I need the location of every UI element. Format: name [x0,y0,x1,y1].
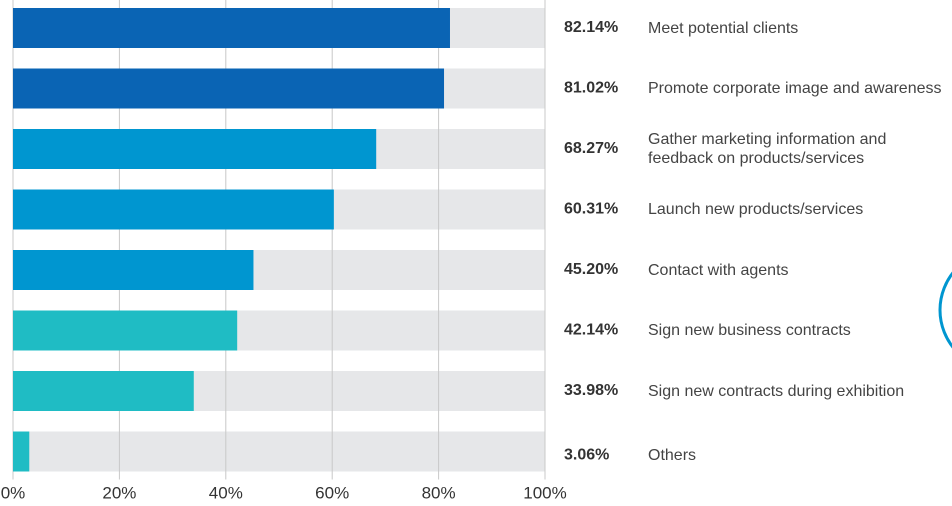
bar [13,129,377,169]
bar-track [13,431,545,472]
value-label: 45.20% [564,261,618,278]
category-label-box: Sign new business contracts [648,322,851,339]
category-label-box: Gather marketing information and feedbac… [648,131,887,167]
bar [13,310,238,351]
value-label: 81.02% [564,80,618,97]
bar [13,68,445,109]
bar [13,189,334,230]
category-label: Meet potential clients [648,19,799,37]
category-label-box: Launch new products/services [648,201,864,218]
x-tick-label: 60% [315,483,349,502]
category-label: Others [648,447,697,464]
value-label: 60.31% [564,201,618,218]
category-label: Promote corporate image and awareness [648,80,942,97]
category-label-box: Others [648,447,697,464]
x-tick-label: 100% [523,483,566,502]
value-label: 82.14% [564,19,618,36]
x-tick-label: 20% [102,483,136,502]
bar [13,371,194,411]
value-label: 68.27% [564,140,618,157]
category-label: Sign new business contracts [648,322,851,339]
value-label: 3.06% [564,447,609,464]
x-tick-label: 80% [422,483,456,502]
category-label-box: Meet potential clients [648,19,799,37]
category-label-box: Promote corporate image and awareness [648,80,942,97]
category-label-box: Contact with agents [648,261,789,279]
bar [13,250,254,290]
category-label-box: Sign new contracts during exhibition [648,382,905,400]
bar [13,431,30,472]
category-label: Gather marketing information and feedbac… [648,131,887,167]
category-label: Contact with agents [648,261,789,279]
category-label: Sign new contracts during exhibition [648,382,905,400]
value-label: 42.14% [564,322,618,339]
x-tick-label: 40% [209,483,243,502]
value-label: 33.98% [564,382,618,399]
bar [13,8,450,48]
decoration-circle [938,271,952,349]
x-tick-label: 0% [1,483,26,502]
category-label: Launch new products/services [648,201,864,218]
